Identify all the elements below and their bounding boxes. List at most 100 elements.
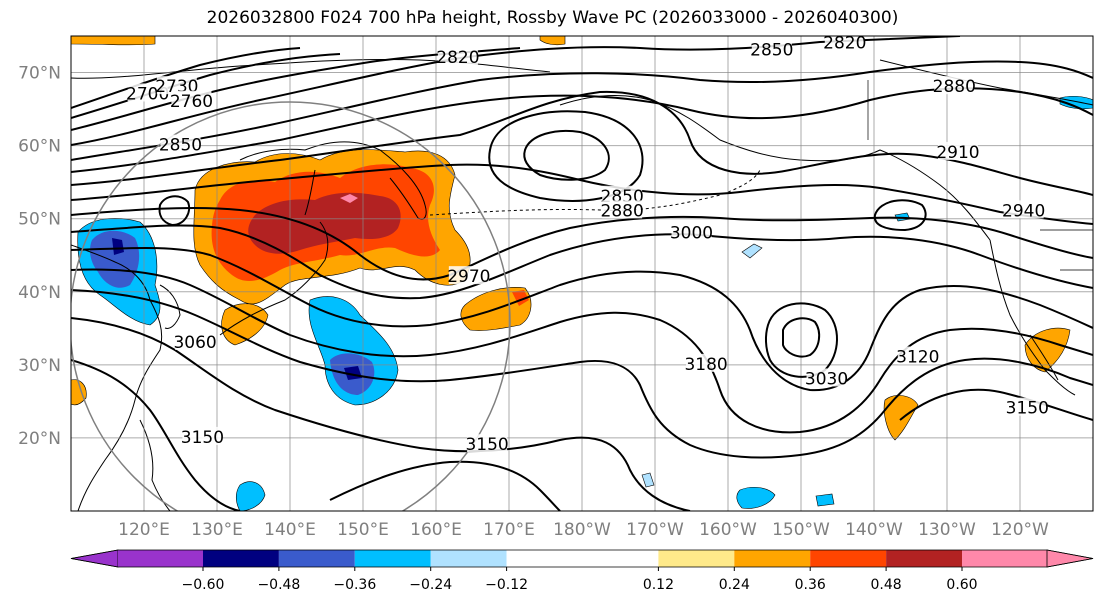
colorbar-segment-4 xyxy=(430,550,507,567)
contour-3030-center xyxy=(782,317,821,358)
colorbar-segment-10 xyxy=(962,550,1047,567)
positive-anomaly-west-edge xyxy=(71,379,87,406)
contour-label-bg-4 xyxy=(156,76,197,95)
colorbar-segment-1 xyxy=(203,550,279,567)
contour-label-bg-15 xyxy=(686,353,727,372)
colorbar-segment-2 xyxy=(278,550,355,567)
negative-anomaly-small-south xyxy=(235,481,266,511)
contour-2910 xyxy=(71,90,1093,196)
coastline-kamchatka xyxy=(379,149,427,220)
coastline-sakhalin xyxy=(304,169,316,216)
contour-3120 xyxy=(71,289,1093,459)
colorbar xyxy=(70,549,1094,568)
contour-label-16: 3030 xyxy=(805,369,848,389)
colorbar-tick-label-1: −0.48 xyxy=(257,577,300,593)
colorbar-tick-label-0: −0.60 xyxy=(182,577,225,593)
contour-3180 xyxy=(71,359,241,511)
lat-label-1: 60°N xyxy=(18,137,61,157)
colorbar-tick-label-3: −0.24 xyxy=(409,577,452,593)
lat-label-3: 40°N xyxy=(18,283,61,303)
lon-label-5: 170°E xyxy=(483,520,535,540)
contour-label-17: 3120 xyxy=(896,348,939,368)
region-circle-outline xyxy=(71,101,511,511)
colorbar-tick-label-4: −0.12 xyxy=(485,577,528,593)
contour-low-2880 xyxy=(488,110,644,202)
contour-low-2850 xyxy=(523,129,610,181)
colorbar-segment-3 xyxy=(354,550,431,567)
contour-label-15: 3180 xyxy=(684,355,727,375)
contour-2820 xyxy=(71,36,961,146)
contour-label-bg-20 xyxy=(1007,397,1048,416)
contour-label-bg-13 xyxy=(448,266,489,285)
contour-3150-south xyxy=(329,460,561,511)
colorbar-segment-8 xyxy=(810,550,887,567)
contour-label-bg-1 xyxy=(751,39,792,58)
contour-label-7: 2850 xyxy=(159,136,202,156)
positive-anomaly-peak xyxy=(340,194,358,203)
lon-label-7: 170°W xyxy=(626,520,684,540)
coastline-japan xyxy=(219,221,329,336)
longitude-labels: 120°E 130°E 140°E 150°E 160°E 170°E 180°W 170°W… xyxy=(118,520,1049,540)
contour-label-11: 2940 xyxy=(1002,201,1045,221)
colorbar-segment-6 xyxy=(658,550,735,567)
coastlines xyxy=(71,58,1093,511)
contour-label-5: 2760 xyxy=(170,92,213,112)
contour-label-14: 3060 xyxy=(173,333,216,353)
coastline-canada-arctic xyxy=(879,59,1093,106)
positive-anomaly-small-1-core xyxy=(512,290,529,306)
colorbar-extend-left xyxy=(70,549,119,568)
contour-label-2: 2820 xyxy=(823,33,866,53)
contour-2730 xyxy=(71,53,341,119)
contour-label-bg-7 xyxy=(160,134,201,153)
contour-3000 xyxy=(71,224,1093,300)
colorbar-segment-5 xyxy=(506,550,659,567)
positive-anomaly-east-pacific xyxy=(883,395,919,441)
colorbar-tick-label-9: 0.60 xyxy=(946,577,977,593)
contour-alaska-gulf-low xyxy=(873,199,927,232)
colorbar-extend-right xyxy=(1046,549,1094,568)
positive-anomaly-baja xyxy=(1024,327,1071,373)
contour-label-bg-16 xyxy=(806,368,847,387)
colorbar-segment-7 xyxy=(734,550,811,567)
contour-label-bg-18 xyxy=(182,426,223,445)
colorbar-tick-label-5: 0.12 xyxy=(643,577,674,593)
contour-label-6: 2880 xyxy=(933,77,976,97)
contour-label-bg-5 xyxy=(171,90,212,109)
colorbar-tick-label-7: 0.36 xyxy=(795,577,826,593)
lat-label-5: 20°N xyxy=(18,429,61,449)
negative-anomaly-manchuria-core xyxy=(90,230,140,288)
contour-label-bg-14 xyxy=(175,331,216,350)
lon-label-12: 120°W xyxy=(991,520,1049,540)
contour-label-bg-9 xyxy=(602,185,643,204)
map-gridlines xyxy=(71,36,1093,511)
contour-label-0: 2820 xyxy=(436,48,479,68)
colorbar-tick-label-8: 0.48 xyxy=(871,577,902,593)
lat-label-2: 50°N xyxy=(18,210,61,230)
coastline-asia xyxy=(71,244,163,511)
colorbar-tick-labels: −0.60 −0.48 −0.36 −0.24 −0.12 0.12 0.24 0.36 0.4… xyxy=(182,567,978,593)
negative-anomaly-small-pacific xyxy=(736,486,776,509)
contour-3150 xyxy=(71,317,691,511)
colorbar-tick-label-2: −0.36 xyxy=(333,577,376,593)
contour-west-low xyxy=(158,195,191,227)
contour-label-bg-17 xyxy=(897,346,938,365)
coastline-na-west xyxy=(989,239,1076,396)
colorbar-segment-9 xyxy=(886,550,962,567)
contour-label-12: 3000 xyxy=(670,223,713,243)
height-contours xyxy=(71,36,1093,511)
contour-2970 xyxy=(71,206,1093,281)
lon-label-4: 160°E xyxy=(410,520,462,540)
map-frame xyxy=(70,35,1094,512)
contour-label-18: 3150 xyxy=(181,428,224,448)
contour-2700 xyxy=(71,47,301,109)
colorbar-tick-label-6: 0.24 xyxy=(719,577,750,593)
negative-anomaly-light-1 xyxy=(741,243,763,259)
lon-label-2: 140°E xyxy=(264,520,316,540)
lon-label-10: 140°W xyxy=(845,520,903,540)
contour-label-bg-11 xyxy=(1003,200,1044,219)
lon-label-0: 120°E xyxy=(118,520,170,540)
colorbar-outline xyxy=(70,549,1094,568)
contour-label-bg-12 xyxy=(671,222,712,241)
negative-anomaly-small-pacific-2 xyxy=(815,493,835,507)
lon-label-6: 180°W xyxy=(553,520,611,540)
